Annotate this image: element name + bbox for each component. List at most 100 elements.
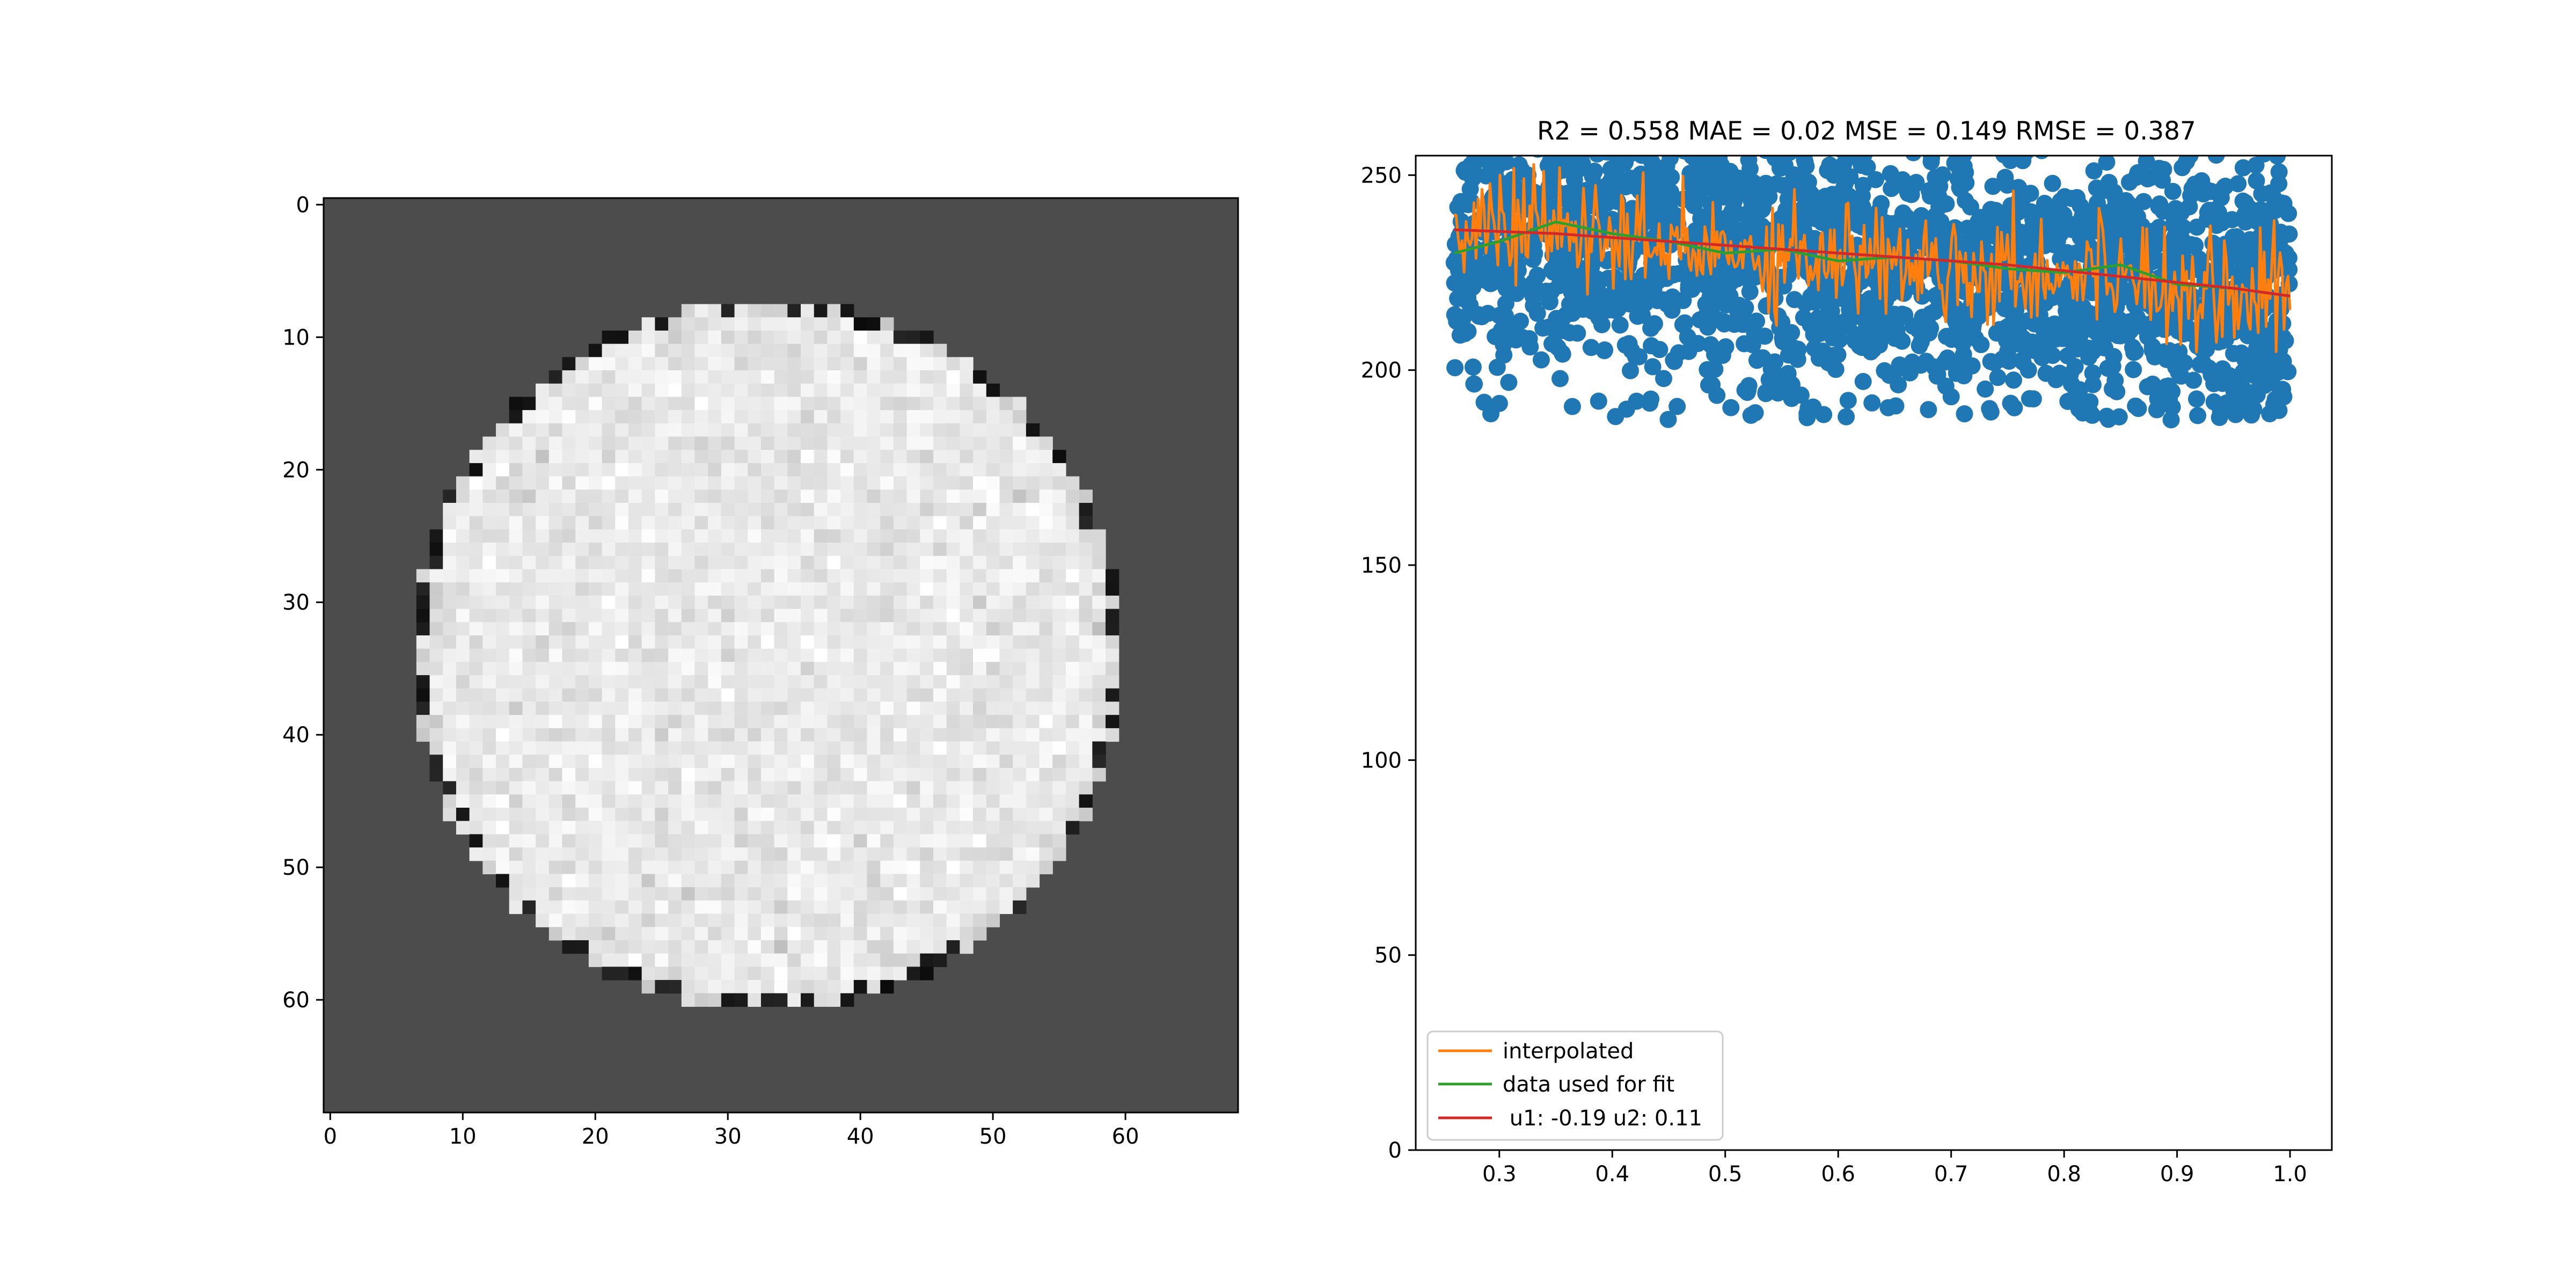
image-pixel	[496, 543, 510, 557]
image-pixel	[708, 609, 722, 623]
image-pixel	[827, 847, 841, 861]
image-pixel	[469, 529, 483, 543]
image-pixel	[721, 648, 735, 662]
image-pixel	[801, 927, 815, 941]
scatter-point	[2035, 156, 2049, 159]
image-pixel	[443, 622, 457, 636]
image-pixel	[920, 847, 934, 861]
scatter-point	[2033, 349, 2051, 367]
image-pixel	[840, 648, 854, 662]
image-pixel	[615, 410, 629, 424]
image-pixel	[456, 808, 470, 822]
image-pixel	[1013, 595, 1027, 610]
image-pixel	[681, 423, 696, 437]
image-pixel	[999, 781, 1013, 795]
image-pixel	[734, 993, 748, 1007]
scatter-point	[1744, 70, 1761, 87]
image-pixel	[906, 821, 920, 835]
image-pixel	[562, 397, 576, 411]
image-pixel	[694, 648, 708, 662]
image-pixel	[946, 357, 960, 371]
scatter-point	[1674, 291, 1692, 309]
image-pixel	[536, 503, 550, 517]
image-pixel	[827, 609, 841, 623]
image-pixel	[708, 715, 722, 729]
scatter-point	[1659, 68, 1676, 85]
image-pixel	[1039, 463, 1053, 477]
scatter-point	[1582, 339, 1600, 356]
image-pixel	[536, 476, 550, 490]
image-pixel	[562, 808, 576, 822]
image-pixel	[694, 343, 708, 357]
image-pixel	[946, 529, 960, 543]
image-pixel	[1013, 834, 1027, 848]
image-pixel	[1039, 450, 1053, 464]
image-pixel	[760, 953, 775, 967]
image-pixel	[827, 317, 841, 331]
image-pixel	[681, 887, 696, 901]
image-pixel	[774, 728, 788, 742]
image-pixel	[827, 595, 841, 610]
image-pixel	[655, 688, 669, 702]
image-pixel	[536, 794, 550, 808]
image-pixel	[880, 900, 894, 914]
image-pixel	[641, 582, 655, 596]
image-pixel	[814, 397, 828, 411]
image-pixel	[946, 927, 960, 941]
image-pixel	[522, 860, 536, 875]
image-pixel	[602, 423, 616, 437]
image-pixel	[906, 913, 920, 927]
image-pixel	[827, 343, 841, 357]
image-pixel	[708, 450, 722, 464]
image-pixel	[760, 543, 775, 557]
scatter-point	[2186, 237, 2204, 254]
image-pixel	[668, 357, 682, 371]
image-pixel	[575, 635, 589, 649]
image-pixel	[443, 701, 457, 715]
image-pixel	[548, 450, 563, 464]
image-pixel	[562, 688, 576, 702]
image-pixel	[760, 357, 775, 371]
image-pixel	[602, 927, 616, 941]
image-pixel	[999, 648, 1013, 662]
image-pixel	[456, 622, 470, 636]
image-pixel	[906, 370, 920, 384]
scatter-point	[1839, 392, 1857, 409]
image-pixel	[933, 529, 947, 543]
image-pixel	[801, 715, 815, 729]
scatter-point	[1838, 408, 1855, 426]
image-pixel	[827, 569, 841, 583]
image-pixel	[920, 874, 934, 888]
image-pixel	[708, 688, 722, 702]
image-pixel	[496, 423, 510, 437]
scatter-point	[2072, 197, 2089, 215]
image-pixel	[787, 847, 801, 861]
scatter-point	[1457, 281, 1475, 299]
image-pixel	[906, 383, 920, 398]
image-pixel	[588, 595, 603, 610]
image-pixel	[986, 383, 1000, 398]
image-pixel	[1052, 781, 1066, 795]
image-pixel	[1106, 701, 1119, 715]
image-pixel	[655, 808, 669, 822]
image-pixel	[1026, 860, 1040, 875]
image-pixel	[681, 489, 696, 503]
image-pixel	[708, 397, 722, 411]
image-pixel	[641, 874, 655, 888]
image-pixel	[853, 450, 868, 464]
image-pixel	[853, 622, 868, 636]
image-pixel	[774, 993, 788, 1007]
image-pixel	[999, 609, 1013, 623]
image-pixel	[456, 767, 470, 782]
image-pixel	[562, 357, 576, 371]
image-pixel	[641, 397, 655, 411]
image-pixel	[880, 847, 894, 861]
image-pixel	[760, 476, 775, 490]
image-pixel	[681, 953, 696, 967]
image-pixel	[522, 648, 536, 662]
scatter-point	[1880, 319, 1898, 336]
image-pixel	[615, 728, 629, 742]
image-pixel	[999, 688, 1013, 702]
image-pixel	[920, 370, 934, 384]
image-pixel	[748, 688, 762, 702]
